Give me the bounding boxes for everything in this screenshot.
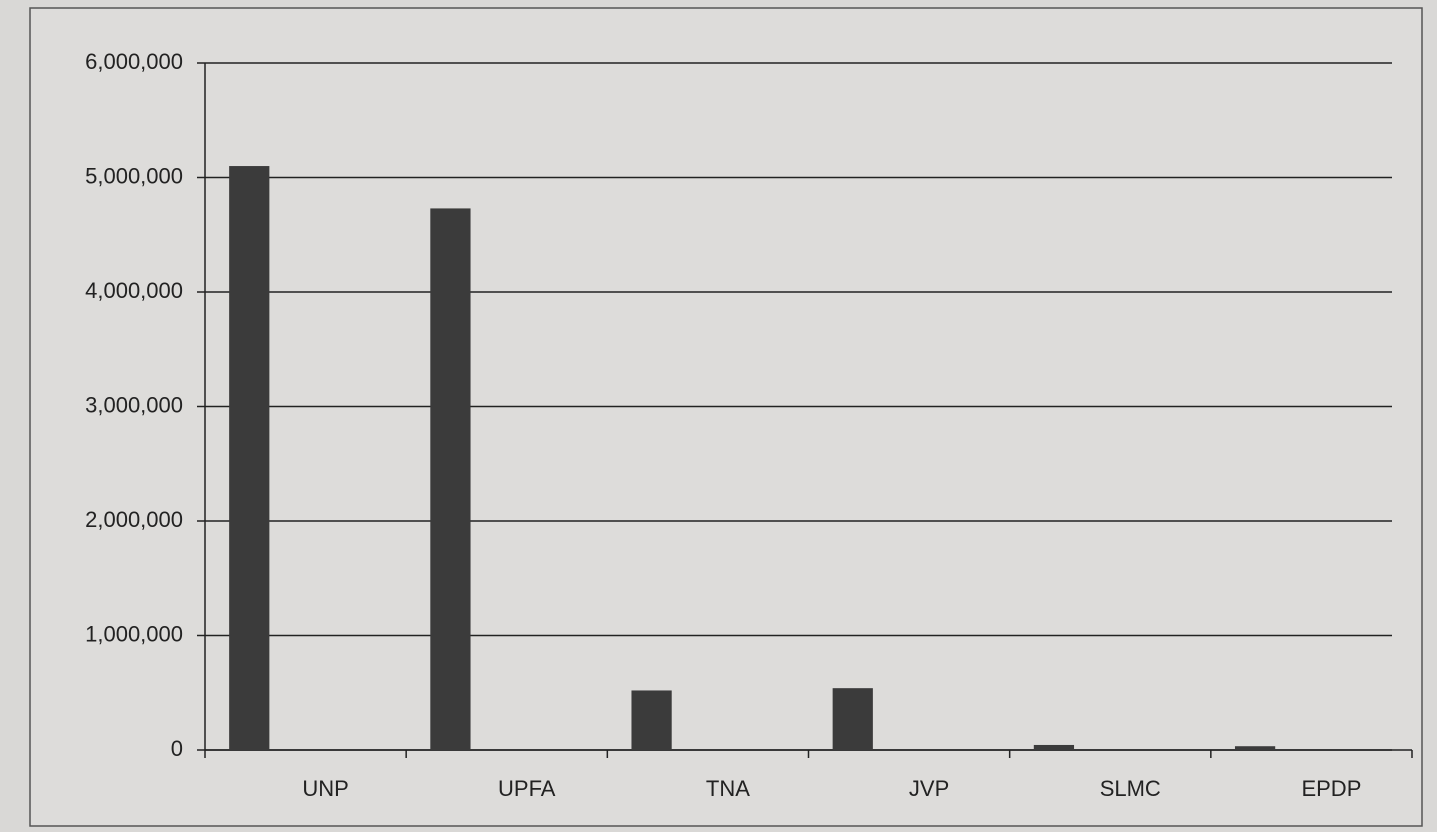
x-tick-label: UNP <box>302 776 348 801</box>
x-tick-label: UPFA <box>498 776 556 801</box>
bar <box>631 690 672 750</box>
y-tick-label: 1,000,000 <box>85 621 183 646</box>
bar <box>832 688 873 750</box>
bar <box>430 208 471 751</box>
x-tick-label: JVP <box>909 776 949 801</box>
x-tick-label: TNA <box>706 776 750 801</box>
y-tick-label: 0 <box>171 736 183 761</box>
y-tick-label: 5,000,000 <box>85 163 183 188</box>
bar <box>229 166 270 751</box>
bar <box>1234 746 1276 750</box>
x-tick-label: SLMC <box>1100 776 1161 801</box>
y-tick-label: 6,000,000 <box>85 49 183 74</box>
y-tick-label: 2,000,000 <box>85 507 183 532</box>
y-tick-label: 4,000,000 <box>85 278 183 303</box>
y-tick-label: 3,000,000 <box>85 392 183 417</box>
bar <box>1033 744 1075 750</box>
x-tick-label: EPDP <box>1301 776 1361 801</box>
